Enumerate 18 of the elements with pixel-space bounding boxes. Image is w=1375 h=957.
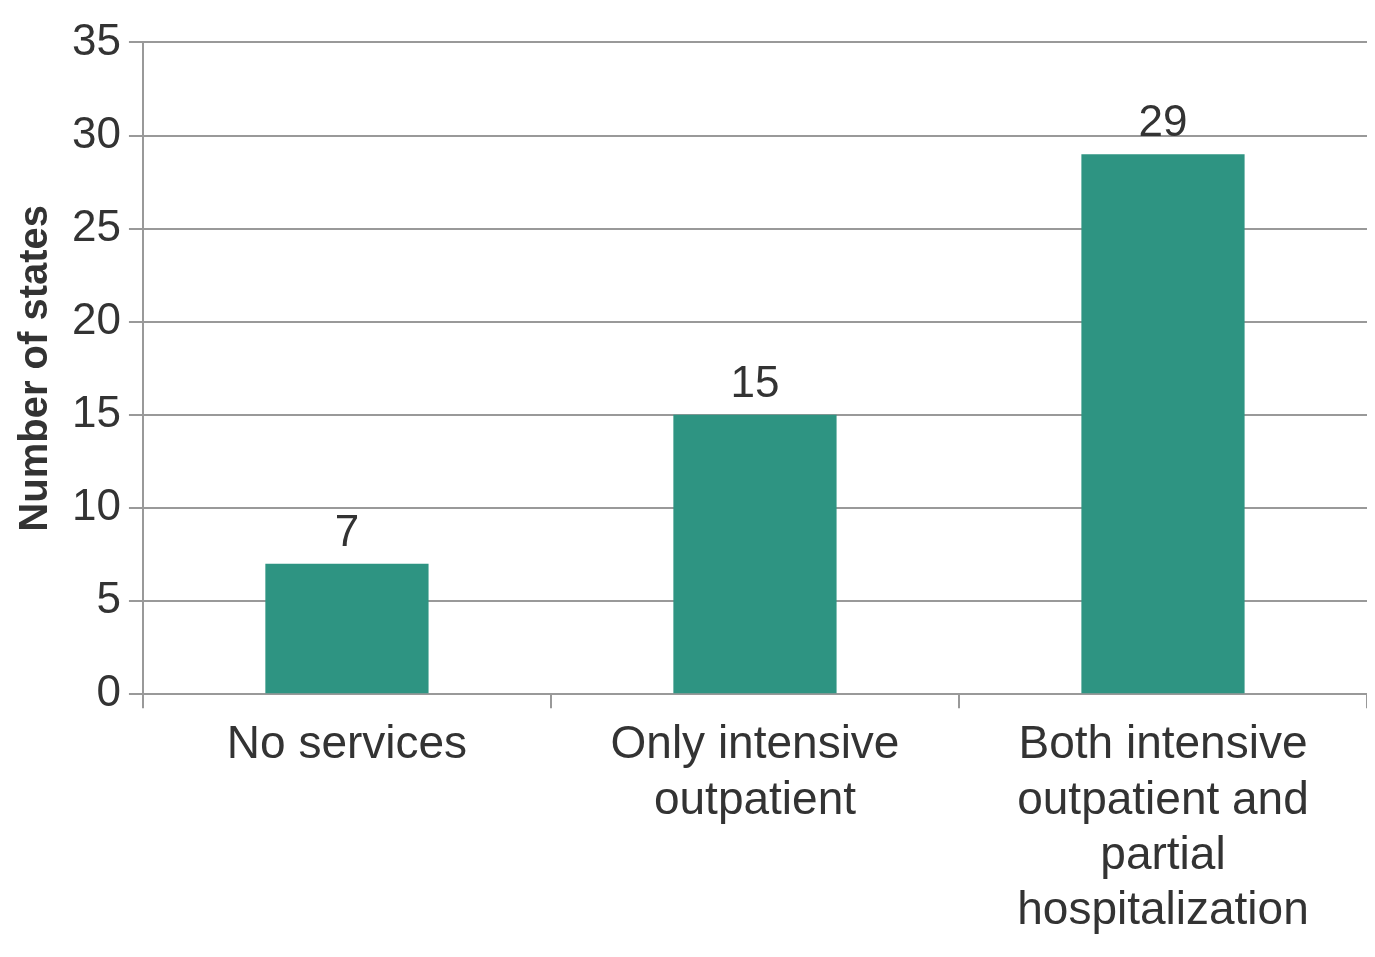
data-label: 15	[730, 357, 780, 406]
x-tick-label: No services	[226, 716, 468, 769]
y-tick-label: 30	[71, 107, 121, 157]
y-tick-label: 35	[71, 14, 121, 64]
bar	[673, 414, 837, 694]
x-tick-label: Only intensive outpatient	[610, 716, 900, 824]
y-tick-label: 25	[71, 200, 121, 250]
y-tick-label: 15	[71, 387, 121, 436]
bar	[265, 563, 429, 694]
bar	[1081, 154, 1245, 694]
y-tick-label: 0	[96, 666, 121, 716]
y-tick-label: 5	[96, 573, 121, 623]
x-tick-label: Both intensive outpatient and partial hospitalization	[1017, 716, 1309, 935]
y-tick-label: 20	[71, 293, 121, 343]
data-label: 7	[334, 505, 360, 555]
y-axis-title: Number of states	[11, 204, 56, 532]
y-tick-label: 10	[71, 480, 121, 530]
data-label: 29	[1138, 96, 1188, 146]
